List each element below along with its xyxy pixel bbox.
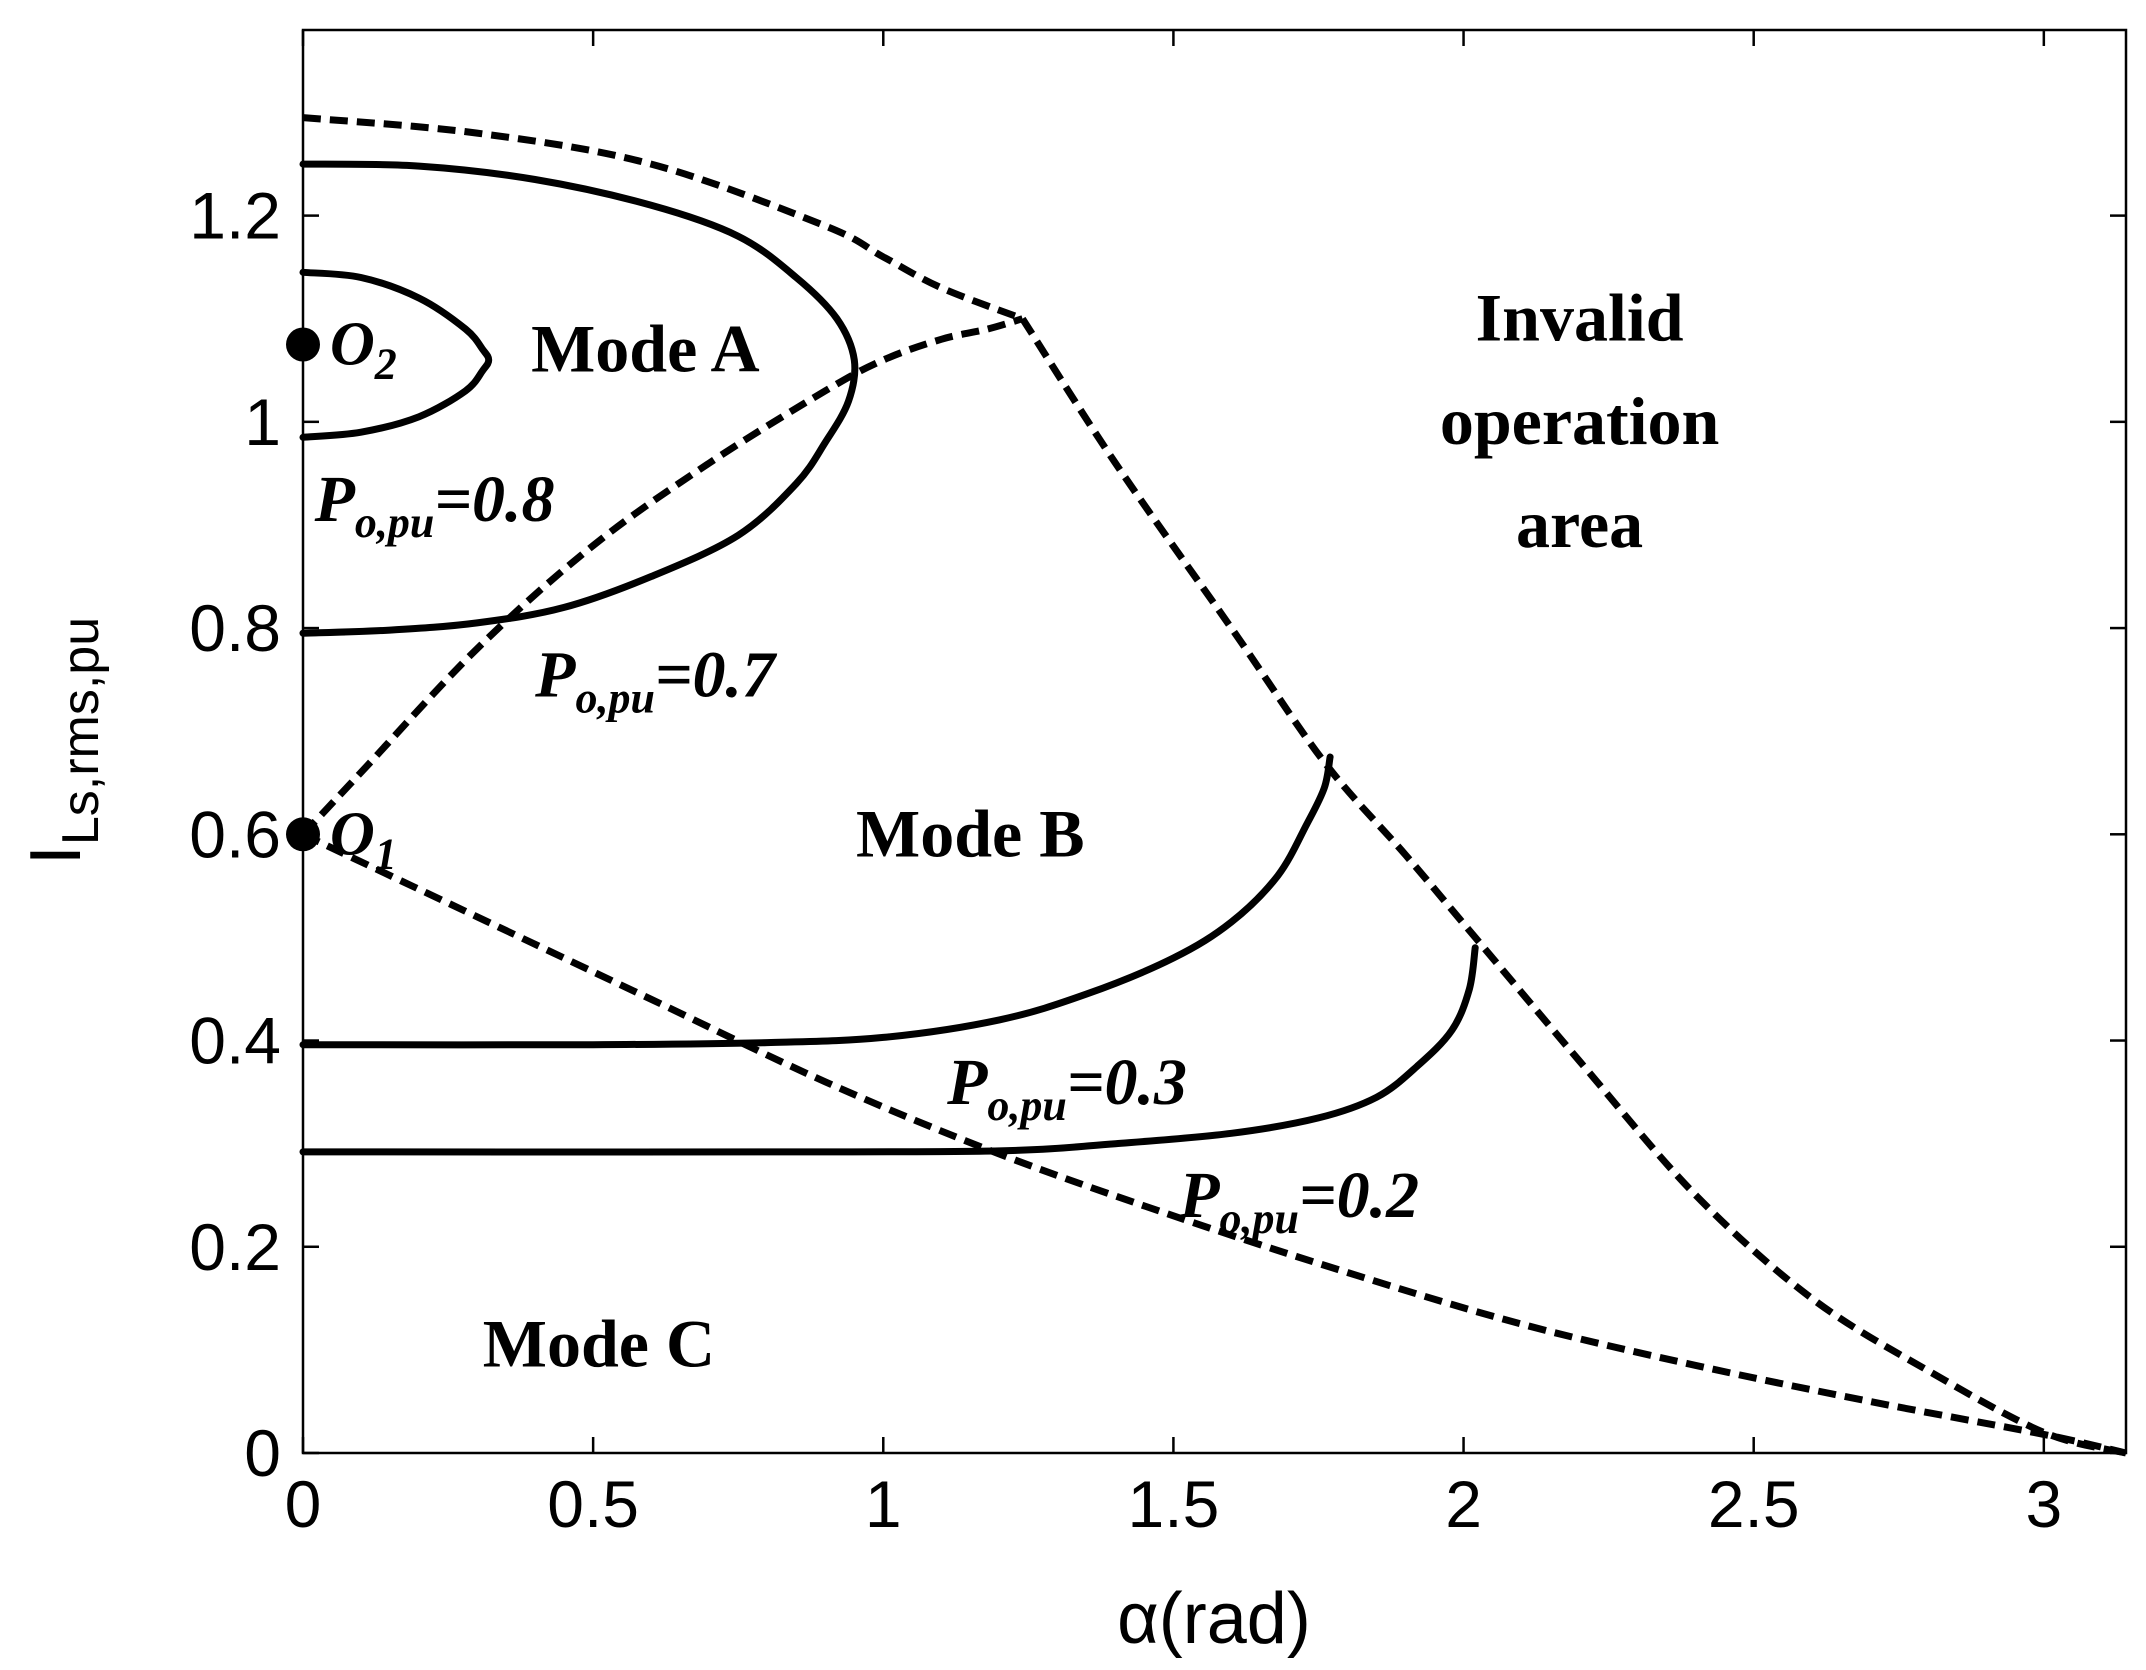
region-label: Mode B (856, 795, 1085, 871)
y-tick-label: 0 (244, 1416, 281, 1490)
point-marker-O2 (286, 327, 320, 362)
axis-ticks: 0 0.5 1 1.5 2 2.5 3 0 0.2 0.4 0.6 0.8 1 1.2 (189, 30, 2126, 1541)
region-label: Invalid (1476, 280, 1684, 356)
points: O1 O2 (286, 311, 397, 878)
y-tick-label: 0.8 (189, 591, 281, 665)
y-tick-label: 0.6 (189, 797, 281, 871)
power-curve-0 (299, 268, 493, 441)
y-axis-title: ILs,rms,pu (16, 617, 110, 865)
boundary-curve-6 (1019, 316, 2127, 1457)
boundary-curve-7 (301, 831, 2127, 1457)
region-label: operation (1440, 383, 1720, 459)
x-tick-label: 0.5 (547, 1467, 639, 1541)
y-tick-label: 0.2 (189, 1210, 281, 1284)
region-label: area (1516, 486, 1643, 562)
curve-label: Po,pu=0.2 (1178, 1159, 1419, 1243)
boundary-curve-5 (302, 114, 1024, 322)
y-tick-label: 1.2 (189, 179, 281, 253)
point-label-O2: O2 (330, 311, 397, 389)
plot-frame (301, 28, 2128, 1455)
x-tick-label: 1.5 (1128, 1467, 1220, 1541)
curve-label: Po,pu=0.7 (534, 638, 778, 722)
y-tick-label: 0.4 (189, 1004, 281, 1078)
x-tick-label: 2.5 (1708, 1467, 1800, 1541)
power-curve-1 (299, 160, 859, 637)
x-tick-label: 1 (865, 1467, 902, 1541)
y-axis-title-sub: Ls,rms,pu (52, 617, 110, 845)
x-axis-title: α(rad) (1117, 1579, 1311, 1659)
point-label-O1: O1 (330, 800, 397, 878)
power-curve-2 (299, 753, 1334, 1049)
curves (299, 114, 2127, 1457)
power-curve-3 (299, 944, 1479, 1156)
labels: Mode A Mode B Mode C Invalid operation area Po… (314, 280, 1720, 1382)
x-tick-label: 2 (1445, 1467, 1482, 1541)
boundary-curve-4 (300, 315, 1024, 837)
y-axis-title-main: I (16, 845, 96, 865)
curve-label: Po,pu=0.8 (314, 463, 555, 547)
curve-label: Po,pu=0.3 (946, 1046, 1187, 1130)
point-marker-O1 (286, 817, 320, 852)
y-tick-label: 1 (244, 385, 281, 459)
region-label: Mode A (531, 311, 760, 387)
region-label: Mode C (483, 1306, 715, 1382)
x-tick-label: 0 (285, 1467, 322, 1541)
x-tick-label: 3 (2025, 1467, 2062, 1541)
